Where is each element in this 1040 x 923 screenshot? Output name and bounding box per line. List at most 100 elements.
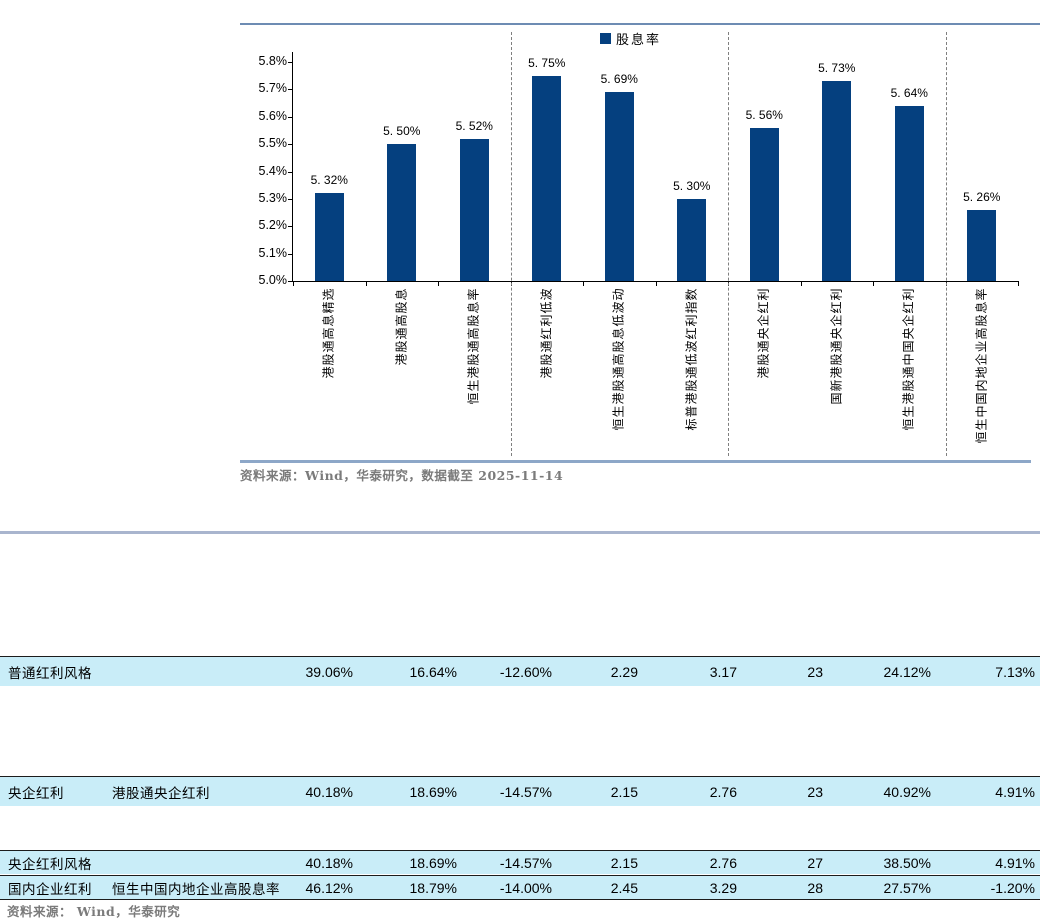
chart-bottom-separator-line [240, 460, 1031, 463]
bar-value-label: 5. 64% [890, 85, 928, 100]
bar-value-label: 5. 32% [310, 173, 348, 188]
x-axis-category-label: 标普港股通低波红利指数 [684, 287, 699, 431]
bar-value-label: 5. 26% [963, 189, 1001, 204]
table-cell-category: 国内企业红利 [8, 881, 92, 898]
table-row: 普通红利风格 39.06% 16.64% -12.60% 2.29 3.17 23 24.12… [0, 656, 1040, 686]
table-cell-value: 3.29 [709, 879, 737, 896]
group-separator-dashed-line [946, 32, 947, 456]
table-cell-value: -14.57% [499, 783, 552, 800]
bar-value-label: 5. 50% [383, 124, 421, 139]
table-cell-value: 27 [807, 855, 823, 871]
table-cell-value: 40.18% [305, 783, 353, 800]
legend-swatch [600, 33, 611, 44]
table-cell-value: -14.00% [499, 879, 552, 896]
bar [677, 198, 707, 281]
chart-legend: 股息率 [600, 29, 661, 48]
bar-value-label: 5. 30% [673, 178, 711, 193]
table-cell-value: 18.69% [409, 783, 457, 800]
y-axis-tick-mark [288, 89, 293, 90]
table-cell-index-name: 港股通央企红利 [112, 785, 210, 802]
x-axis-category-label: 恒生中国内地企业高股息率 [974, 287, 989, 444]
table-cell-value: -1.20% [990, 879, 1035, 896]
table-cell-value: -12.60% [499, 663, 552, 680]
x-axis-tick-mark [438, 282, 439, 286]
x-axis-tick-mark [366, 282, 367, 286]
table-cell-value: 40.92% [883, 783, 931, 800]
table-cell-value: 4.91% [995, 855, 1035, 871]
y-axis-tick-mark [288, 254, 293, 255]
chart-top-separator-line [240, 23, 1040, 25]
table-cell-value: -14.57% [499, 855, 552, 871]
table-cell-value: 2.76 [709, 855, 737, 871]
bar-value-label: 5. 73% [818, 61, 856, 76]
y-axis-line [292, 52, 293, 282]
bar-value-label: 5. 52% [455, 118, 493, 133]
x-axis-tick-mark [873, 282, 874, 286]
bar [749, 127, 779, 281]
y-axis-tick-mark [288, 144, 293, 145]
table-cell-value: 2.45 [610, 879, 638, 896]
bar [822, 81, 852, 281]
y-axis-tick-label: 5.2% [258, 218, 288, 233]
table-cell-value: 27.57% [883, 879, 931, 896]
x-axis-tick-mark [1018, 282, 1019, 286]
table-row: 央企红利风格 40.18% 18.69% -14.57% 2.15 2.76 27 38.50… [0, 850, 1040, 875]
bar-value-label: 5. 69% [600, 72, 638, 87]
x-axis-category-label: 恒生港股通中国央企红利 [901, 287, 916, 431]
table-cell-value: 18.79% [409, 879, 457, 896]
bar [532, 75, 562, 281]
y-axis-tick-label: 5.8% [258, 54, 288, 68]
table-cell-value: 28 [807, 879, 823, 896]
table-cell-category: 普通红利风格 [8, 665, 92, 682]
y-axis-tick-mark [288, 226, 293, 227]
bar-value-label: 5. 56% [745, 107, 783, 122]
table-row-separator [0, 874, 1040, 875]
x-axis-category-label: 港股通高息精选 [321, 287, 336, 379]
x-axis-tick-mark [583, 282, 584, 286]
table-cell-category: 央企红利 [8, 785, 64, 802]
y-axis-tick-label: 5.4% [258, 163, 288, 178]
x-axis-tick-mark [801, 282, 802, 286]
table-cell-value: 46.12% [305, 879, 353, 896]
bar [387, 144, 417, 281]
x-axis-category-label: 港股通高股息 [394, 287, 409, 366]
y-axis-tick-label: 5.0% [258, 273, 288, 287]
table-cell-value: 39.06% [305, 663, 353, 680]
table-cell-value: 2.15 [610, 783, 638, 800]
table-cell-value: 2.76 [709, 783, 737, 800]
x-axis-tick-mark [293, 282, 294, 286]
table-cell-value: 2.29 [610, 663, 638, 680]
x-axis-line [292, 281, 1019, 282]
chart-source-note: 资料来源：Wind，华泰研究，数据截至 2025-11-14 [240, 468, 564, 483]
table-cell-value: 38.50% [883, 855, 931, 871]
legend-label: 股息率 [616, 33, 662, 48]
table-cell-value: 18.69% [409, 855, 457, 871]
table-cell-value: 23 [807, 783, 823, 800]
x-axis-category-label: 港股通央企红利 [756, 287, 771, 379]
table-cell-value: 7.13% [995, 663, 1035, 680]
table-cell-value: 2.15 [610, 855, 638, 871]
bar [314, 193, 344, 281]
group-separator-dashed-line [511, 32, 512, 456]
table-row: 央企红利 港股通央企红利 40.18% 18.69% -14.57% 2.15 2.76 23… [0, 776, 1040, 806]
x-axis-category-label: 港股通红利低波 [539, 287, 554, 379]
table-cell-value: 4.91% [995, 783, 1035, 800]
bar [459, 138, 489, 281]
group-separator-dashed-line [728, 32, 729, 456]
bar [604, 92, 634, 281]
section-divider-line [0, 531, 1040, 534]
y-axis-tick-label: 5.3% [258, 190, 288, 205]
table-cell-value: 40.18% [305, 855, 353, 871]
x-axis-tick-mark [656, 282, 657, 286]
table-cell-category: 央企红利风格 [8, 857, 92, 873]
bar [894, 105, 924, 281]
y-axis-tick-mark [288, 281, 293, 282]
table-cell-value: 16.64% [409, 663, 457, 680]
table-cell-index-name: 恒生中国内地企业高股息率 [112, 881, 280, 898]
bar-value-label: 5. 75% [528, 55, 566, 70]
y-axis-tick-mark [288, 199, 293, 200]
x-axis-category-label: 恒生港股通高股息低波动 [611, 287, 626, 431]
table-cell-value: 3.17 [709, 663, 737, 680]
table-row: 国内企业红利 恒生中国内地企业高股息率 46.12% 18.79% -14.00% 2.4… [0, 875, 1040, 900]
y-axis-tick-label: 5.6% [258, 108, 288, 123]
